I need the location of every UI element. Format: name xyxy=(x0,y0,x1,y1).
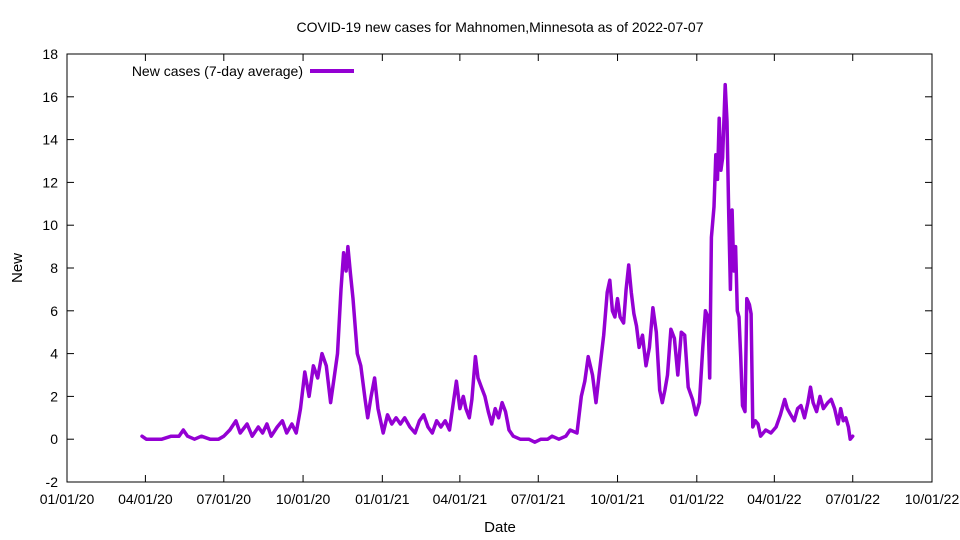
y-tick-label: 4 xyxy=(50,346,58,362)
y-tick-label: 12 xyxy=(42,174,58,190)
legend: New cases (7-day average) xyxy=(132,63,354,79)
x-tick-label: 07/01/21 xyxy=(511,491,566,507)
x-tick-label: 01/01/22 xyxy=(670,491,725,507)
y-tick-label: 6 xyxy=(50,303,58,319)
y-tick-label: 10 xyxy=(42,217,58,233)
x-axis: 01/01/20 04/01/20 07/01/20 10/01/20 01/01/21… xyxy=(40,54,960,507)
y-axis: -2 0 2 4 6 8 10 12 14 16 18 xyxy=(42,46,932,490)
x-tick-label: 04/01/21 xyxy=(433,491,488,507)
series-layer xyxy=(140,82,855,444)
series-line-new-cases xyxy=(140,82,855,444)
x-tick-label: 04/01/22 xyxy=(747,491,802,507)
y-tick-label: 2 xyxy=(50,388,58,404)
x-tick-label: 10/01/20 xyxy=(276,491,331,507)
x-axis-label: Date xyxy=(484,519,516,536)
x-tick-label: 07/01/22 xyxy=(825,491,880,507)
chart-title: COVID-19 new cases for Mahnomen,Minnesot… xyxy=(297,19,704,35)
y-tick-label: 0 xyxy=(50,431,58,447)
y-tick-label: 8 xyxy=(50,260,58,276)
y-tick-label: -2 xyxy=(46,474,59,490)
y-tick-label: 14 xyxy=(42,132,58,148)
x-tick-label: 01/01/20 xyxy=(40,491,95,507)
x-tick-label: 01/01/21 xyxy=(355,491,410,507)
x-tick-label: 10/01/22 xyxy=(905,491,960,507)
y-axis-label: New xyxy=(9,253,26,283)
y-tick-label: 16 xyxy=(42,89,58,105)
y-tick-label: 18 xyxy=(42,46,58,62)
x-tick-label: 04/01/20 xyxy=(118,491,173,507)
legend-label: New cases (7-day average) xyxy=(132,63,303,79)
x-tick-label: 10/01/21 xyxy=(590,491,645,507)
x-tick-label: 07/01/20 xyxy=(197,491,252,507)
